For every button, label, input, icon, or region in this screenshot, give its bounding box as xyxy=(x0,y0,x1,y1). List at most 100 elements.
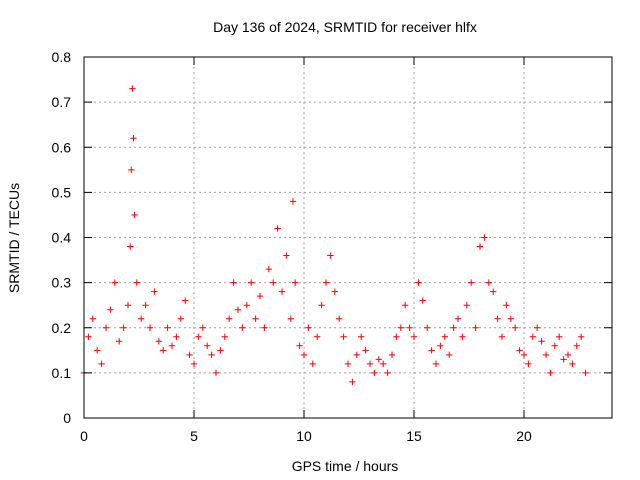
data-point xyxy=(406,324,413,331)
data-point xyxy=(463,301,470,309)
data-point xyxy=(344,360,352,368)
data-point xyxy=(127,243,134,250)
data-point xyxy=(560,356,567,363)
data-point xyxy=(459,333,466,340)
data-point xyxy=(212,369,220,377)
data-point xyxy=(252,315,259,322)
data-point xyxy=(340,333,347,340)
data-point xyxy=(375,356,382,363)
y-axis-label: SRMTID / TECUs xyxy=(6,183,22,293)
data-point xyxy=(142,301,149,309)
data-point xyxy=(415,279,422,286)
data-point xyxy=(287,315,294,322)
data-point xyxy=(168,342,176,349)
data-point xyxy=(270,279,277,286)
data-point xyxy=(516,347,523,354)
data-point xyxy=(133,279,140,286)
data-point xyxy=(300,351,308,359)
data-point xyxy=(305,324,312,331)
data-point xyxy=(208,351,215,359)
y-tick-label: 0.3 xyxy=(52,275,72,291)
data-point xyxy=(261,324,268,331)
data-point xyxy=(498,333,506,340)
data-point xyxy=(120,324,127,331)
y-tick-label: 0.7 xyxy=(52,94,72,110)
data-point xyxy=(296,342,303,349)
data-point xyxy=(195,333,202,340)
data-point xyxy=(131,211,138,219)
data-point xyxy=(366,360,374,368)
data-point xyxy=(441,333,448,340)
data-point xyxy=(569,360,576,368)
data-point xyxy=(190,360,198,368)
data-point xyxy=(468,279,475,286)
data-point xyxy=(397,324,404,331)
data-point xyxy=(551,342,558,349)
data-point xyxy=(116,338,123,345)
x-tick-label: 5 xyxy=(190,428,198,444)
data-point xyxy=(428,347,435,354)
data-point xyxy=(490,288,497,295)
data-point xyxy=(556,333,563,340)
data-point xyxy=(578,333,585,340)
data-point xyxy=(164,324,171,331)
data-point xyxy=(327,252,334,259)
y-tick-label: 0.4 xyxy=(52,230,72,246)
data-point xyxy=(89,315,96,322)
data-point xyxy=(564,351,572,359)
data-point xyxy=(94,347,101,354)
data-point xyxy=(248,279,255,286)
data-point xyxy=(274,225,281,232)
data-point xyxy=(278,288,286,295)
grid-lines xyxy=(84,57,612,418)
data-point xyxy=(239,324,246,331)
x-axis-label: GPS time / hours xyxy=(292,458,399,474)
data-point xyxy=(283,252,290,259)
data-point xyxy=(160,347,167,354)
data-point xyxy=(388,351,396,359)
data-point xyxy=(393,333,400,340)
data-point xyxy=(582,369,589,377)
data-point xyxy=(234,306,242,313)
data-point xyxy=(265,265,272,273)
data-point xyxy=(199,324,206,331)
data-point xyxy=(507,315,514,322)
data-point xyxy=(371,369,378,377)
axis-ticks: 0 0.1 0.2 0.3 0.4 0.5 0.6 0.7 0.8 0 5 10 15 20 xyxy=(52,49,612,444)
data-point xyxy=(525,360,532,368)
data-point xyxy=(512,324,519,331)
data-point xyxy=(472,324,479,331)
data-point xyxy=(331,288,338,295)
data-point xyxy=(177,315,184,322)
data-point xyxy=(494,315,501,322)
y-tick-label: 0.5 xyxy=(52,184,72,200)
data-point xyxy=(503,301,510,309)
data-point xyxy=(173,333,180,340)
data-point xyxy=(446,351,453,359)
data-point xyxy=(230,279,237,286)
data-point xyxy=(547,369,554,377)
data-point xyxy=(419,297,426,304)
data-point xyxy=(226,315,233,322)
data-point xyxy=(314,333,321,340)
data-point xyxy=(432,360,440,368)
data-point xyxy=(289,198,297,205)
x-tick-label: 20 xyxy=(516,428,532,444)
data-point xyxy=(520,351,528,359)
data-point xyxy=(437,342,444,349)
data-point xyxy=(146,324,154,331)
data-point xyxy=(485,279,492,286)
data-point xyxy=(243,301,250,309)
data-point xyxy=(155,338,162,345)
data-point xyxy=(384,369,391,377)
data-point xyxy=(573,342,580,349)
data-point xyxy=(256,292,264,300)
data-point xyxy=(309,360,316,368)
data-point xyxy=(410,333,418,340)
data-point xyxy=(476,243,484,250)
chart-title: Day 136 of 2024, SRMTID for receiver hlf… xyxy=(213,19,477,35)
data-point xyxy=(124,301,132,309)
data-point xyxy=(349,378,356,386)
